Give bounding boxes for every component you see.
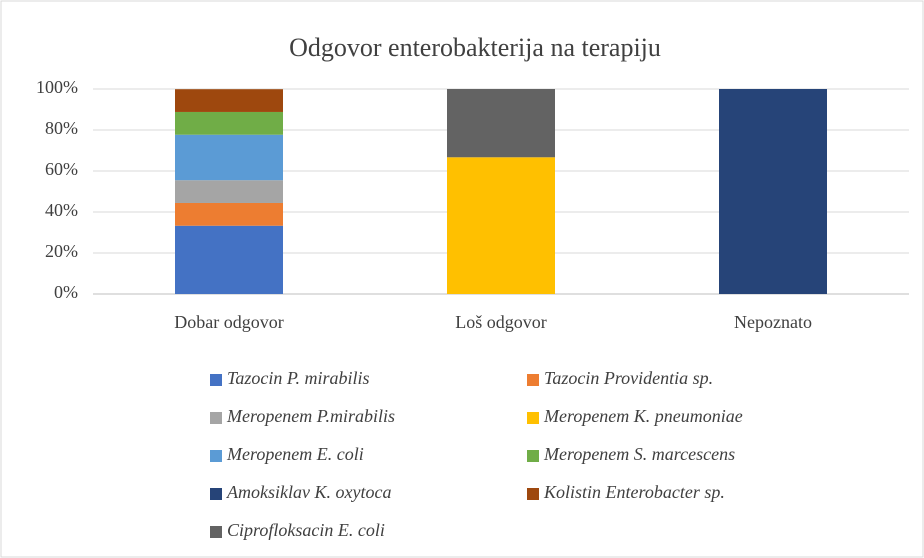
bar-segment bbox=[719, 89, 827, 294]
bar-segment bbox=[175, 225, 283, 294]
bar-segment bbox=[447, 157, 555, 294]
y-tick-label: 100% bbox=[36, 77, 78, 97]
legend-label: Amoksiklav K. oxytoca bbox=[226, 482, 391, 502]
x-tick-label: Dobar odgovor bbox=[174, 312, 283, 332]
legend-label: Tazocin P. mirabilis bbox=[227, 368, 370, 388]
legend-label: Meropenem P.mirabilis bbox=[226, 406, 395, 426]
legend-label: Meropenem S. marcescens bbox=[543, 444, 735, 464]
y-tick-label: 0% bbox=[54, 282, 78, 302]
legend-label: Meropenem E. coli bbox=[226, 444, 364, 464]
legend-swatch bbox=[210, 450, 222, 462]
bar-segment bbox=[175, 180, 283, 203]
legend-swatch bbox=[527, 450, 539, 462]
legend-swatch bbox=[527, 488, 539, 500]
y-tick-label: 80% bbox=[45, 118, 78, 138]
legend-label: Ciprofloksacin E. coli bbox=[227, 520, 385, 540]
x-tick-label: Loš odgovor bbox=[455, 312, 547, 332]
legend-label: Meropenem K. pneumoniae bbox=[543, 406, 743, 426]
bar-segment bbox=[175, 89, 283, 112]
legend-swatch bbox=[210, 374, 222, 386]
bar-segment bbox=[175, 202, 283, 226]
x-tick-label: Nepoznato bbox=[734, 312, 812, 332]
legend-label: Tazocin Providentia sp. bbox=[544, 368, 713, 388]
legend-swatch bbox=[210, 526, 222, 538]
y-tick-label: 60% bbox=[45, 159, 78, 179]
legend-swatch bbox=[527, 412, 539, 424]
legend-swatch bbox=[527, 374, 539, 386]
y-tick-label: 40% bbox=[45, 200, 78, 220]
y-tick-label: 20% bbox=[45, 241, 78, 261]
bar-segment bbox=[175, 111, 283, 135]
legend-label: Kolistin Enterobacter sp. bbox=[543, 482, 725, 502]
chart-title: Odgovor enterobakterija na terapiju bbox=[289, 33, 661, 62]
bar-segment bbox=[447, 89, 555, 158]
legend-swatch bbox=[210, 488, 222, 500]
bar-segment bbox=[175, 134, 283, 181]
legend-swatch bbox=[210, 412, 222, 424]
